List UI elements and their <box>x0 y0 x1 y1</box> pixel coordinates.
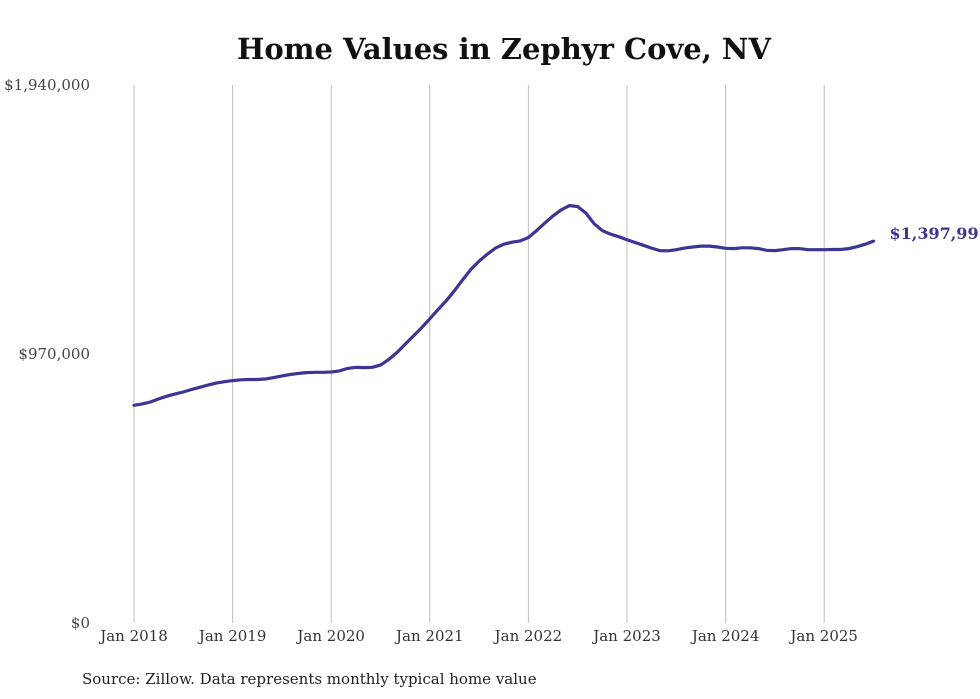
series-end-label: $1,397,99 <box>890 224 979 243</box>
y-axis-ticks: $0 $970,000 $1,940,000 <box>4 76 90 632</box>
y-tick-label: $0 <box>71 614 90 632</box>
x-tick-label: Jan 2020 <box>295 627 365 645</box>
y-tick-label: $970,000 <box>18 345 90 363</box>
x-tick-label: Jan 2023 <box>591 627 661 645</box>
x-axis-ticks: Jan 2018 Jan 2019 Jan 2020 Jan 2021 Jan 2022… <box>98 627 858 645</box>
series-layer: $1,397,99 <box>132 204 979 407</box>
y-tick-label: $1,940,000 <box>4 76 90 94</box>
x-tick-label: Jan 2021 <box>394 627 464 645</box>
x-tick-label: Jan 2018 <box>98 627 168 645</box>
source-note: Source: Zillow. Data represents monthly … <box>82 670 537 688</box>
x-tick-label: Jan 2024 <box>690 627 760 645</box>
chart-title: Home Values in Zephyr Cove, NV <box>237 32 771 66</box>
series-line <box>132 204 876 407</box>
x-tick-label: Jan 2022 <box>493 627 563 645</box>
x-tick-label: Jan 2019 <box>197 627 267 645</box>
x-tick-label: Jan 2025 <box>788 627 858 645</box>
grid-lines <box>133 85 825 623</box>
